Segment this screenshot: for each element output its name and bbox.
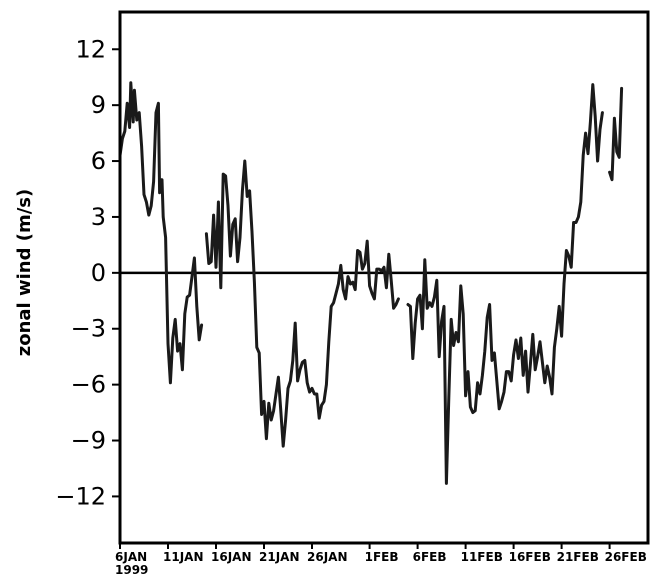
x-tick-label: 11JAN [163, 550, 204, 564]
x-tick-label: 21FEB [557, 550, 599, 564]
x-tick-label: 6FEB [413, 550, 447, 564]
x-tick-label: 16FEB [509, 550, 551, 564]
year-label: 1999 [115, 563, 148, 577]
y-tick-label: −6 [71, 371, 106, 399]
x-tick-label: 6JAN [115, 550, 147, 564]
zonal-wind-line-segment [406, 83, 604, 485]
series-layer [118, 81, 624, 485]
x-tick-label: 21JAN [259, 550, 300, 564]
zonal-wind-line-segment [204, 159, 400, 448]
x-tick-label: 26FEB [605, 550, 647, 564]
y-axis: 12 9 6 3 0 −3 −6 −9 −12 [55, 35, 120, 510]
plot-frame [118, 10, 650, 545]
y-axis-title: zonal wind (m/s) [14, 189, 35, 357]
x-tick-label: 26JAN [307, 550, 348, 564]
y-tick-label: 12 [75, 35, 106, 63]
x-tick-label: 11FEB [461, 550, 503, 564]
y-tick-label: −3 [71, 315, 106, 343]
zonal-wind-line-segment [118, 81, 204, 385]
y-tick-label: −12 [55, 482, 106, 510]
y-tick-label: 3 [91, 203, 106, 231]
y-tick-label: 6 [91, 147, 106, 175]
x-tick-label: 1FEB [365, 550, 399, 564]
y-tick-label: 0 [91, 259, 106, 287]
y-tick-label: −9 [71, 427, 106, 455]
zonal-wind-line-segment [608, 86, 624, 182]
y-tick-label: 9 [91, 91, 106, 119]
x-axis: 6JAN 11JAN 16JAN 21JAN 26JAN 1FEB 6FEB 11FEB 16F… [115, 543, 647, 564]
x-tick-label: 16JAN [211, 550, 252, 564]
